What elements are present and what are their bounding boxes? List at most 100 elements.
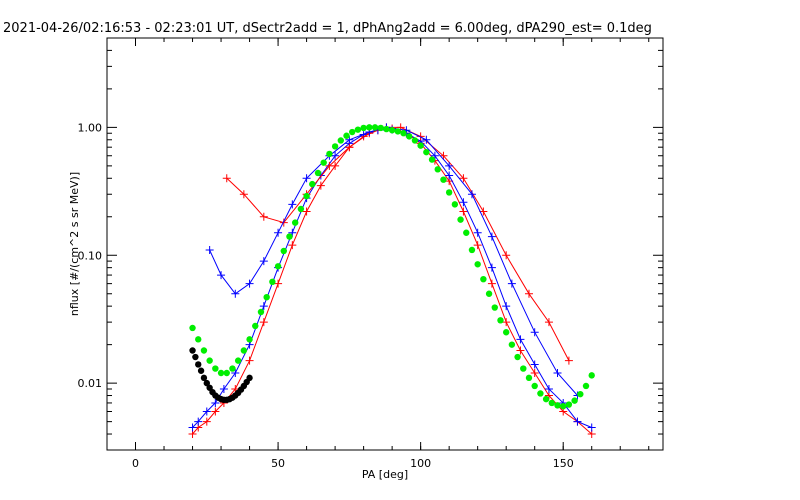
y-tick-label: 0.01 [78, 377, 103, 390]
data-point-plus [530, 369, 539, 378]
data-point-plus [316, 181, 325, 190]
data-point-plus [345, 143, 354, 152]
data-point-plus [530, 360, 539, 369]
data-point-plus [573, 417, 582, 426]
data-point-plus [530, 328, 539, 337]
data-point-plus [502, 251, 511, 260]
data-point-dot [565, 401, 573, 408]
data-point-plus [194, 417, 203, 426]
data-point-dot [377, 124, 384, 132]
data-point-plus [222, 174, 231, 183]
data-point-plus [231, 289, 240, 298]
data-point-dot [548, 399, 555, 407]
data-point-plus [544, 384, 553, 393]
data-point-plus [245, 279, 254, 288]
data-point-dot [291, 219, 299, 226]
data-point-plus [507, 279, 516, 288]
series-red-2 [222, 123, 573, 365]
y-axis: 0.01 0.10 1.00 [78, 37, 663, 451]
data-point-plus [219, 384, 228, 393]
data-point-plus [288, 241, 297, 250]
data-point-dot [394, 128, 402, 135]
data-point-dot [497, 317, 504, 324]
data-point-dot [200, 374, 208, 382]
x-axis-label: PA [deg] [362, 468, 408, 481]
data-point-dot [457, 216, 464, 223]
data-point-dot [537, 390, 544, 397]
data-point-dot [206, 357, 213, 364]
data-point-dot [240, 347, 248, 354]
data-point-dot [326, 150, 333, 158]
data-point-plus [245, 356, 254, 365]
data-point-dot [485, 290, 493, 297]
data-point-plus [302, 174, 311, 183]
data-point-dot [360, 124, 367, 132]
data-point-plus [564, 356, 573, 365]
data-point-dot [502, 329, 510, 336]
data-point-plus [202, 407, 211, 416]
x-axis: 0 50 100 150 [106, 38, 650, 470]
data-point-dot [445, 189, 453, 196]
data-point-dot [331, 143, 339, 150]
data-point-dot [480, 275, 487, 283]
data-point-dot [349, 128, 356, 136]
data-point-dot [252, 322, 259, 330]
x-tick-label: 150 [553, 457, 574, 470]
axes-frame [106, 37, 664, 451]
data-point-dot [560, 403, 567, 410]
data-point-dot [423, 148, 430, 156]
data-point-plus [473, 241, 482, 250]
x-tick-label: 0 [132, 457, 139, 470]
data-point-dot [189, 347, 196, 354]
data-point-dot [229, 365, 236, 372]
data-point-plus [516, 346, 525, 355]
series-black-5 [189, 347, 253, 404]
data-point-plus [479, 207, 488, 216]
data-point-plus [259, 257, 268, 266]
data-point-plus [445, 161, 454, 170]
data-point-dot [234, 357, 242, 364]
data-point-dot [417, 142, 424, 149]
data-point-plus [279, 218, 288, 227]
data-point-plus [231, 369, 240, 378]
data-point-plus [422, 135, 431, 144]
data-point-plus [524, 289, 533, 298]
data-point-plus [587, 423, 596, 432]
data-point-dot [582, 382, 590, 390]
data-point-dot [468, 246, 476, 254]
data-point-dot [411, 137, 419, 144]
data-point-plus [487, 232, 496, 241]
data-point-dot [531, 382, 538, 390]
data-point-dot [274, 263, 282, 270]
data-point-dot [388, 127, 396, 134]
data-point-dot [343, 132, 350, 139]
data-point-dot [520, 365, 527, 372]
y-axis-label: nflux [#/(cm^2 s sr MeV)] [68, 172, 81, 316]
x-tick-label: 50 [271, 457, 285, 470]
data-point-dot [406, 133, 413, 140]
data-point-dot [309, 180, 316, 188]
data-point-dot [400, 130, 407, 137]
data-point-dot [223, 369, 230, 377]
series-line [192, 127, 593, 435]
data-point-dot [263, 293, 270, 301]
data-point-plus [459, 174, 468, 183]
data-point-dot [371, 124, 379, 131]
data-point-dot [525, 374, 533, 382]
data-point-plus [274, 279, 283, 288]
data-point-dot [428, 156, 436, 163]
data-point-dot [577, 390, 584, 398]
data-point-plus [445, 171, 454, 180]
chart-title: 2021-04-26/02:16:53 - 02:23:01 UT, dSect… [3, 21, 652, 36]
data-point-dot [514, 353, 521, 361]
data-point-plus [302, 207, 311, 216]
data-point-plus [259, 318, 268, 327]
data-point-dot [588, 372, 595, 379]
data-point-plus [516, 335, 525, 344]
data-point-plus [288, 200, 297, 209]
data-point-plus [188, 423, 197, 432]
data-point-dot [200, 347, 208, 354]
y-tick-label: 1.00 [78, 121, 103, 134]
data-point-plus [259, 302, 268, 311]
data-point-plus [211, 398, 220, 407]
